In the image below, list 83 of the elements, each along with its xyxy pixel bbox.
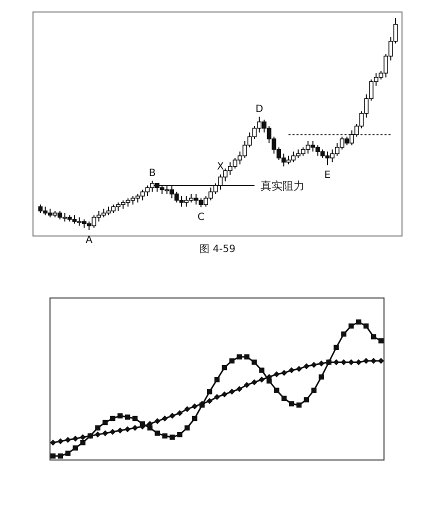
point <box>184 406 190 412</box>
point <box>154 430 160 436</box>
annotation: X <box>217 161 224 172</box>
point <box>206 398 213 404</box>
point <box>162 433 168 438</box>
point <box>244 382 250 388</box>
point <box>170 434 175 440</box>
point <box>274 388 280 393</box>
point <box>102 420 108 426</box>
point <box>378 338 384 344</box>
point <box>176 410 183 416</box>
point <box>281 396 287 401</box>
annotation: D <box>256 104 264 115</box>
point <box>356 319 362 325</box>
point <box>370 334 376 340</box>
point <box>221 391 228 398</box>
point <box>310 362 317 368</box>
point <box>169 412 176 419</box>
point <box>184 425 190 430</box>
point <box>94 432 101 438</box>
point <box>65 450 71 456</box>
ref-line-label: 真实阻力 <box>260 179 304 192</box>
annotation: C <box>197 212 204 224</box>
point <box>304 397 310 402</box>
point <box>259 368 264 373</box>
point <box>50 440 56 446</box>
point <box>58 453 64 459</box>
point <box>288 401 294 406</box>
annotation: A <box>86 235 93 246</box>
point <box>334 344 339 350</box>
point <box>64 436 71 443</box>
point <box>214 377 220 382</box>
point <box>244 354 250 360</box>
annotation: B <box>148 168 156 179</box>
point <box>236 354 242 360</box>
point <box>222 364 228 370</box>
point <box>236 386 242 392</box>
point <box>177 432 182 438</box>
point <box>228 388 235 395</box>
point <box>110 428 116 435</box>
point <box>229 358 235 364</box>
point <box>192 416 198 422</box>
point <box>57 438 64 444</box>
point <box>154 418 160 424</box>
point <box>252 360 257 365</box>
point <box>206 389 212 394</box>
point <box>162 415 168 422</box>
point <box>378 358 384 364</box>
point <box>281 370 288 376</box>
point <box>303 363 310 370</box>
point <box>251 379 258 386</box>
point <box>258 376 265 383</box>
point <box>124 426 131 432</box>
point <box>296 402 302 408</box>
point <box>341 331 346 337</box>
point <box>110 416 116 422</box>
point <box>214 394 220 400</box>
point <box>72 445 78 451</box>
annotation: E <box>324 170 331 182</box>
point <box>348 323 354 329</box>
point <box>266 378 272 384</box>
caption: 图 4-59 <box>200 244 236 255</box>
point <box>318 360 324 367</box>
point <box>192 403 198 410</box>
point <box>102 430 108 436</box>
point <box>356 359 362 366</box>
point <box>50 453 56 459</box>
point <box>80 440 86 446</box>
point <box>363 358 370 364</box>
point <box>296 366 302 372</box>
point <box>80 434 86 440</box>
point <box>274 371 280 378</box>
point <box>132 416 138 422</box>
point <box>117 413 123 418</box>
point <box>318 374 324 380</box>
point <box>95 425 100 430</box>
point <box>124 414 130 420</box>
point <box>72 436 78 442</box>
point <box>132 424 138 431</box>
point <box>117 428 124 434</box>
point <box>311 388 317 393</box>
point <box>363 323 369 329</box>
point <box>288 367 295 374</box>
